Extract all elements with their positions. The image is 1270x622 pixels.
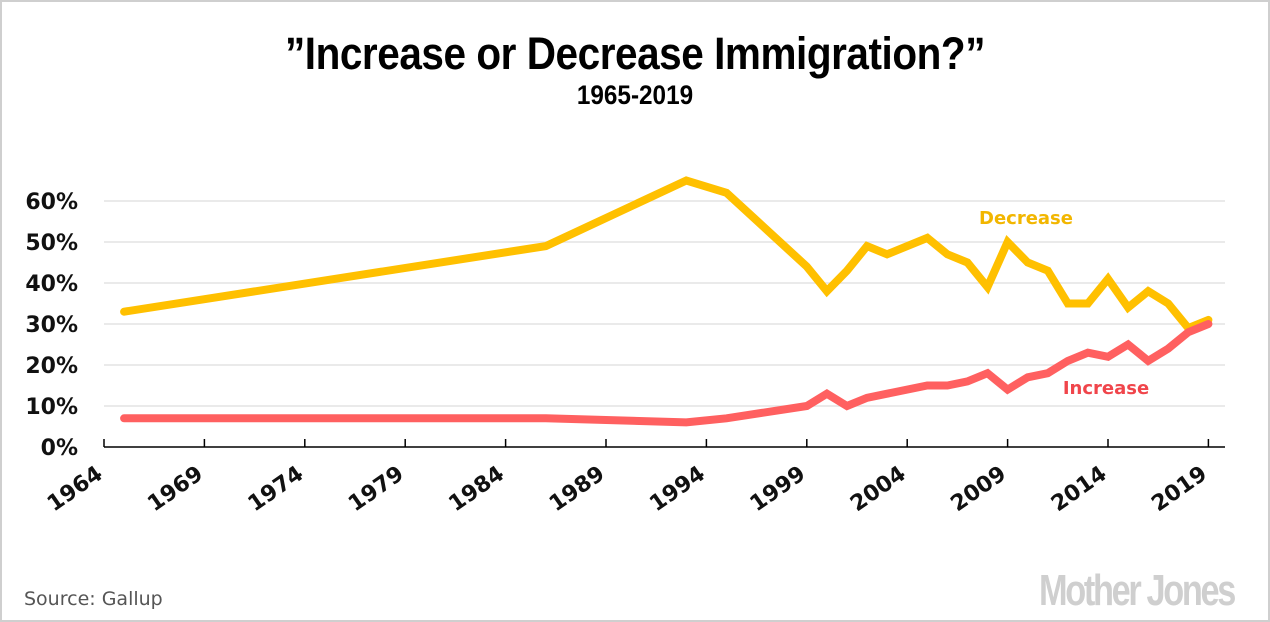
y-tick-label: 50% [25, 231, 78, 256]
y-tick-label: 40% [25, 272, 78, 297]
y-tick-label: 0% [41, 436, 78, 461]
series-lines [120, 176, 1213, 427]
y-tick-label: 10% [25, 395, 78, 420]
x-tick-label: 1969 [143, 461, 207, 517]
x-tick-label: 2014 [1047, 461, 1111, 517]
series-label-increase: Increase [1063, 378, 1149, 399]
x-tick-label: 2004 [846, 461, 910, 517]
series-label-decrease: Decrease [979, 208, 1073, 229]
x-tick-label: 1974 [244, 461, 308, 517]
y-tick-label: 60% [25, 190, 78, 215]
mother-jones-logo: Mother Jones [1038, 566, 1236, 615]
y-axis: 0% 10% 20% 30% 40% 50% 60% [25, 190, 78, 461]
x-tick-label: 2009 [947, 461, 1011, 517]
series-line-decrease [120, 176, 1213, 333]
x-tick-label: 1994 [645, 461, 709, 517]
series-line-increase [120, 320, 1213, 427]
y-tick-label: 20% [25, 354, 78, 379]
gridlines [104, 200, 1225, 407]
y-tick-label: 30% [25, 313, 78, 338]
source-note: Source: Gallup [24, 588, 163, 610]
series-labels: Decrease Increase [979, 208, 1149, 399]
x-tick-label: 1989 [545, 461, 609, 517]
x-tick-label: 1999 [746, 461, 810, 517]
chart-subtitle: 1965-2019 [576, 80, 694, 110]
chart-title: ”Increase or Decrease Immigration?” [284, 28, 986, 79]
x-tick-label: 1984 [445, 461, 509, 517]
x-axis: 1964 1969 1974 1979 1984 1989 1994 1999 2004 2009… [43, 439, 1225, 517]
x-tick-label: 1964 [43, 461, 107, 517]
x-tick-label: 1979 [344, 461, 408, 517]
x-tick-label: 2019 [1147, 461, 1211, 517]
